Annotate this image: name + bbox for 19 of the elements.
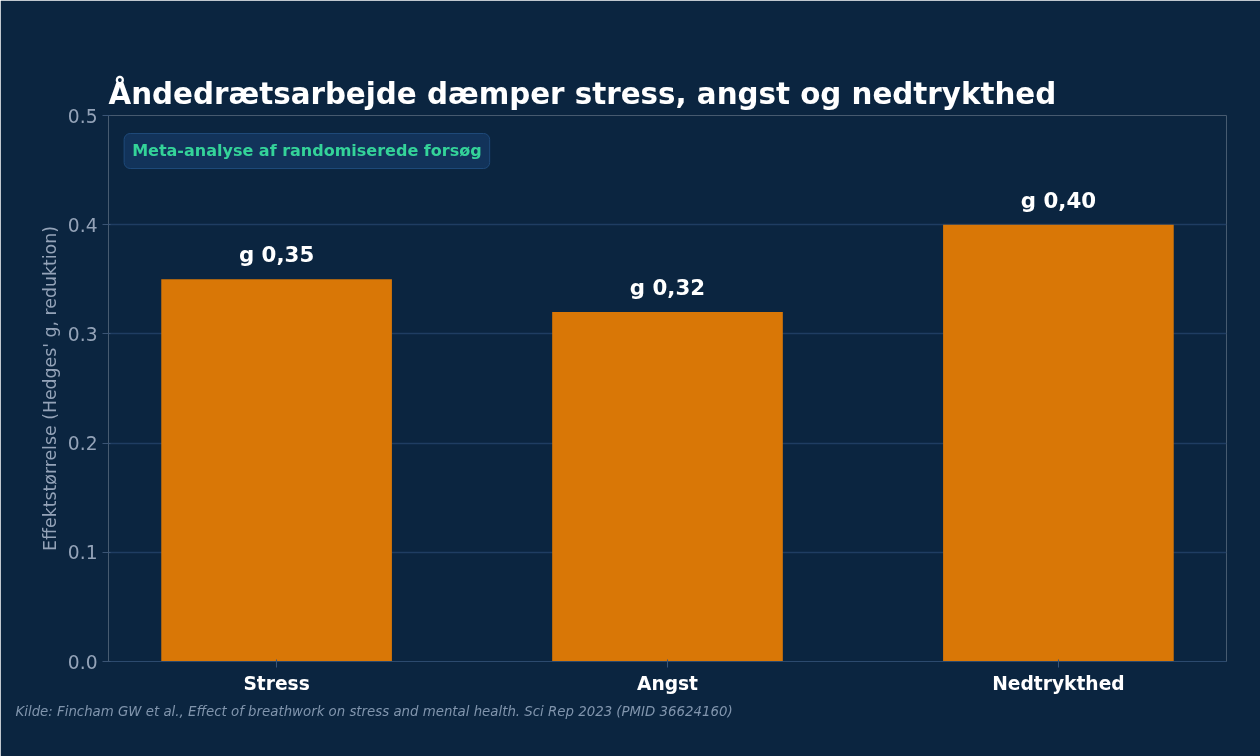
annotation: Meta-analyse af randomiserede forsøg xyxy=(132,141,482,161)
bar xyxy=(552,312,783,662)
y-tick-label: 0.3 xyxy=(67,323,98,345)
text: Kilde: Fincham GW et al., Effect of breathwork on stress and mental health. Sci Rep 2023 (PMID 36624160) xyxy=(15,703,733,719)
data-label: g 0,40 xyxy=(1020,187,1097,213)
chart-title: Åndedrætsarbejde dæmper stress, angst og nedtrykthed xyxy=(108,74,1057,111)
y-tick-label: 0.0 xyxy=(67,651,98,673)
y-tick-label: 0.5 xyxy=(67,105,98,127)
bar xyxy=(943,224,1174,662)
x-tick-label: Stress xyxy=(243,672,310,694)
data-label: g 0,32 xyxy=(629,275,706,301)
y-tick-label: 0.4 xyxy=(67,214,98,236)
x-tick-label: Angst xyxy=(636,672,699,694)
data-label: g 0,35 xyxy=(238,242,315,268)
y-tick-label: 0.2 xyxy=(67,433,98,455)
y-axis-title: Effektstørrelse (Hedges' g, reduktion) xyxy=(39,226,60,551)
x-tick-label: Nedtrykthed xyxy=(992,672,1125,694)
y-tick-label: 0.1 xyxy=(67,542,98,564)
bar xyxy=(161,279,392,662)
